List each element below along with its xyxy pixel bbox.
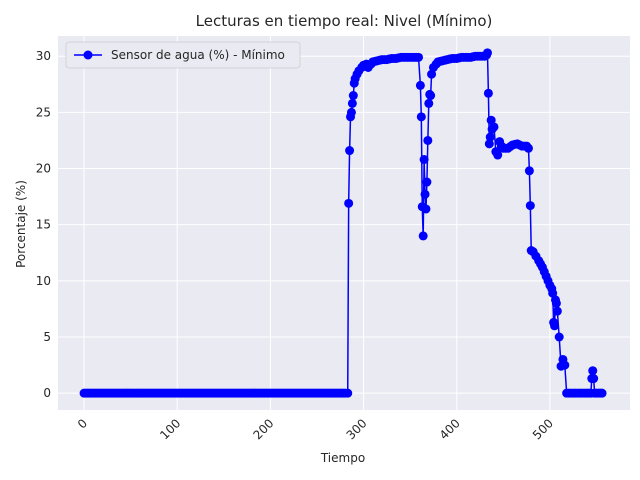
data-point — [414, 52, 424, 62]
data-point — [486, 115, 496, 125]
data-point — [552, 306, 562, 316]
data-point — [424, 98, 434, 108]
data-point — [420, 189, 430, 199]
legend-marker — [83, 50, 93, 60]
data-point — [423, 135, 433, 145]
data-point — [418, 231, 428, 241]
data-point — [344, 198, 354, 208]
y-tick-label: 10 — [36, 274, 51, 288]
data-point — [554, 332, 564, 342]
y-tick-label: 25 — [36, 105, 51, 119]
x-tick-label: 500 — [530, 416, 556, 442]
data-point — [489, 122, 499, 132]
data-point — [427, 69, 437, 79]
data-point — [589, 374, 599, 384]
x-tick-label: 300 — [344, 416, 370, 442]
x-axis-label: Tiempo — [320, 451, 365, 465]
data-point — [523, 143, 533, 153]
data-point — [343, 388, 353, 398]
y-tick-label: 0 — [43, 386, 51, 400]
data-point — [524, 166, 534, 176]
data-point — [597, 388, 607, 398]
plot-background — [58, 36, 630, 410]
data-point — [493, 150, 503, 160]
x-tick-label: 400 — [437, 416, 463, 442]
legend: Sensor de agua (%) - Mínimo — [65, 41, 301, 69]
data-point — [419, 155, 429, 165]
data-point — [525, 201, 535, 211]
y-tick-label: 15 — [36, 218, 51, 232]
data-point — [347, 98, 357, 108]
series-layer — [79, 48, 607, 398]
y-tick-label: 30 — [36, 49, 51, 63]
grid — [58, 36, 630, 410]
x-tick-label: 200 — [250, 416, 276, 442]
data-point — [482, 48, 492, 58]
legend-box — [65, 41, 301, 69]
x-tick-label: 100 — [157, 416, 183, 442]
x-tick-label: 0 — [75, 416, 90, 431]
data-point — [426, 91, 436, 101]
data-point — [551, 298, 561, 308]
data-point — [550, 321, 560, 331]
data-point — [483, 88, 493, 98]
data-point — [348, 91, 358, 101]
data-point — [560, 360, 570, 370]
data-point — [588, 366, 598, 376]
y-tick-labels: 0 5 10 15 20 25 30 — [36, 49, 51, 400]
y-tick-label: 5 — [43, 330, 51, 344]
data-point — [415, 80, 425, 90]
legend-label: Sensor de agua (%) - Mínimo — [111, 48, 285, 62]
data-point — [345, 146, 355, 156]
x-tick-labels: 0 100 200 300 400 500 — [75, 416, 556, 442]
data-point — [346, 107, 356, 117]
data-point — [422, 177, 432, 187]
data-point — [548, 288, 558, 298]
chart-title: Lecturas en tiempo real: Nivel (Mínimo) — [196, 12, 493, 30]
data-point — [416, 112, 426, 122]
data-point — [421, 204, 431, 214]
data-point — [485, 132, 495, 142]
y-tick-label: 20 — [36, 162, 51, 176]
data-point — [484, 139, 494, 149]
y-axis-label: Porcentaje (%) — [14, 180, 28, 268]
